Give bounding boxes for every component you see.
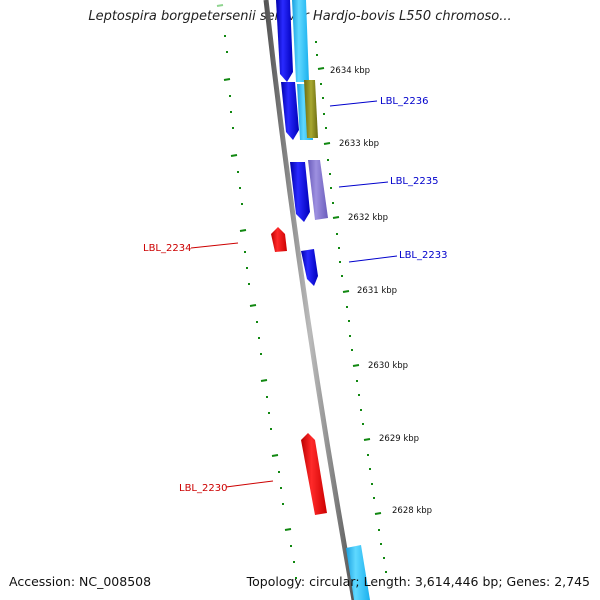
gene-label-lbl-2230: LBL_2230 — [179, 483, 227, 494]
genome-stats-label: Topology: circular; Length: 3,614,446 bp… — [246, 574, 590, 589]
forward-gene-arrow — [301, 249, 318, 286]
label-leader-line — [348, 255, 398, 263]
gene-arrows — [271, 0, 327, 515]
reverse-gene-arrow — [301, 433, 327, 515]
forward-features — [292, 0, 370, 600]
scale-tick — [323, 142, 331, 145]
tick-label: 2632 kbp — [348, 213, 388, 223]
gc-tick — [230, 154, 238, 157]
gc-tick — [239, 229, 247, 232]
gc-dot-track — [216, 4, 297, 579]
forward-gene-arrow — [290, 162, 310, 222]
scale-tick-track — [315, 41, 387, 573]
gene-label-lbl-2236: LBL_2236 — [380, 96, 428, 107]
gene-label-lbl-2235: LBL_2235 — [390, 176, 438, 187]
tick-label: 2628 kbp — [392, 506, 432, 516]
tick-label: 2633 kbp — [339, 139, 379, 149]
gc-tick — [260, 379, 268, 382]
gc-tick — [249, 304, 257, 307]
label-leader-line — [338, 181, 389, 188]
tick-label: 2630 kbp — [368, 361, 408, 371]
label-leader-line — [190, 242, 239, 249]
gc-tick — [216, 4, 224, 7]
other-feature — [304, 80, 318, 138]
backbone-arc — [263, 0, 357, 600]
cds-feature — [292, 0, 309, 82]
scale-labels: 2634 kbp 2633 kbp 2632 kbp 2631 kbp 2630… — [330, 66, 432, 516]
label-leader-line — [329, 100, 378, 107]
reverse-gene-arrow — [271, 227, 287, 252]
gene-label-lbl-2233: LBL_2233 — [399, 250, 447, 261]
cds-feature — [346, 545, 370, 600]
forward-gene-arrow — [281, 82, 299, 140]
tick-label: 2634 kbp — [330, 66, 370, 76]
forward-gene-arrow — [276, 0, 293, 82]
gene-labels: LBL_2236 LBL_2235 LBL_2234 LBL_2233 LBL_… — [143, 96, 447, 494]
gc-tick — [271, 454, 279, 457]
scale-tick — [352, 364, 360, 367]
tick-label: 2629 kbp — [379, 434, 419, 444]
scale-tick — [363, 438, 371, 441]
accession-label: Accession: NC_008508 — [9, 574, 152, 589]
gc-tick — [223, 78, 231, 81]
scale-tick — [374, 512, 382, 515]
tick-label: 2631 kbp — [357, 286, 397, 296]
gc-tick — [284, 528, 292, 531]
scale-tick — [317, 67, 325, 70]
misc-feature — [308, 160, 328, 220]
gene-label-lbl-2234: LBL_2234 — [143, 243, 191, 254]
label-leader-line — [225, 480, 274, 488]
scale-tick — [332, 216, 340, 219]
scale-tick — [342, 290, 350, 293]
